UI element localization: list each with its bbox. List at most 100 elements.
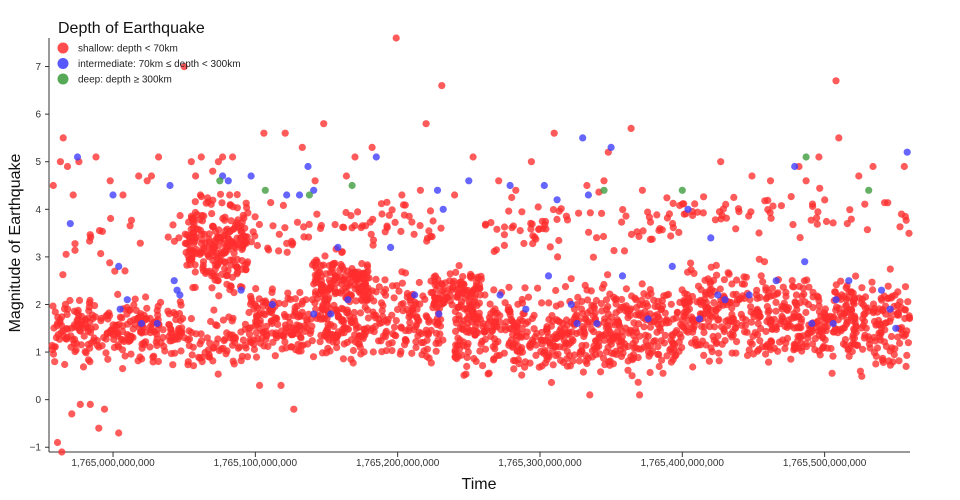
shallow-point bbox=[740, 273, 748, 281]
shallow-point bbox=[627, 353, 635, 361]
shallow-point bbox=[305, 220, 313, 228]
shallow-point bbox=[491, 345, 499, 353]
shallow-point bbox=[703, 304, 712, 312]
shallow-point bbox=[405, 212, 413, 220]
shallow-point bbox=[552, 330, 560, 339]
shallow-point bbox=[283, 239, 291, 247]
shallow-point bbox=[687, 259, 695, 267]
shallow-point bbox=[393, 305, 402, 314]
shallow-point bbox=[313, 210, 321, 218]
shallow-point bbox=[724, 316, 732, 324]
shallow-point bbox=[364, 314, 372, 322]
shallow-point bbox=[535, 225, 543, 233]
shallow-point bbox=[368, 287, 376, 295]
shallow-point bbox=[349, 346, 357, 355]
shallow-point bbox=[538, 217, 546, 225]
shallow-point bbox=[689, 315, 697, 323]
shallow-point bbox=[171, 335, 179, 343]
shallow-point bbox=[176, 298, 184, 306]
intermediate-point bbox=[845, 277, 853, 285]
shallow-point bbox=[550, 129, 558, 137]
shallow-point bbox=[734, 205, 743, 213]
shallow-point bbox=[154, 357, 162, 366]
shallow-point bbox=[290, 405, 298, 413]
intermediate-point bbox=[506, 181, 514, 190]
shallow-point bbox=[668, 331, 676, 339]
shallow-point bbox=[557, 300, 565, 308]
shallow-point bbox=[375, 283, 383, 291]
shallow-point bbox=[146, 343, 154, 351]
shallow-point bbox=[305, 233, 313, 241]
shallow-point bbox=[481, 345, 490, 353]
shallow-point bbox=[419, 292, 427, 300]
shallow-point bbox=[549, 317, 557, 325]
shallow-point bbox=[115, 320, 123, 329]
shallow-point bbox=[311, 262, 319, 270]
shallow-point bbox=[784, 321, 792, 329]
legend-swatch bbox=[57, 73, 69, 85]
shallow-point bbox=[706, 323, 714, 331]
x-axis-title: Time bbox=[462, 476, 497, 493]
shallow-point bbox=[213, 262, 221, 270]
shallow-point bbox=[552, 286, 560, 295]
intermediate-point bbox=[310, 186, 318, 194]
shallow-point bbox=[475, 299, 483, 307]
shallow-point bbox=[133, 315, 141, 323]
shallow-point bbox=[618, 218, 626, 226]
shallow-point bbox=[796, 299, 804, 307]
shallow-point bbox=[654, 343, 662, 351]
shallow-point bbox=[656, 324, 664, 332]
shallow-point bbox=[759, 278, 767, 286]
shallow-point bbox=[385, 211, 393, 219]
shallow-point bbox=[298, 300, 306, 308]
shallow-point bbox=[213, 322, 221, 330]
shallow-point bbox=[556, 343, 564, 351]
shallow-point bbox=[760, 258, 769, 266]
shallow-point bbox=[252, 285, 260, 293]
shallow-point bbox=[663, 214, 672, 222]
shallow-point bbox=[123, 303, 131, 312]
shallow-point bbox=[632, 328, 641, 336]
shallow-point bbox=[628, 372, 636, 380]
legend-swatch bbox=[57, 42, 69, 54]
y-tick-label: 3 bbox=[35, 252, 41, 263]
shallow-point bbox=[822, 327, 830, 335]
shallow-point bbox=[843, 318, 852, 327]
shallow-point bbox=[490, 247, 498, 256]
intermediate-point bbox=[137, 319, 146, 328]
shallow-point bbox=[555, 236, 563, 245]
shallow-point bbox=[526, 359, 534, 367]
intermediate-point bbox=[304, 162, 312, 171]
shallow-point bbox=[333, 344, 341, 352]
shallow-point bbox=[811, 346, 819, 354]
shallow-point bbox=[62, 250, 70, 258]
shallow-point bbox=[320, 120, 328, 128]
x-tick-label: 1,765,000,000,000 bbox=[71, 458, 155, 469]
x-axis-ticks: 1,765,000,000,000 1,765,100,000,000 1,765,… bbox=[71, 452, 867, 469]
intermediate-point bbox=[387, 243, 395, 251]
shallow-point bbox=[688, 323, 696, 331]
shallow-point bbox=[562, 212, 571, 220]
shallow-point bbox=[427, 359, 435, 367]
shallow-point bbox=[772, 324, 780, 332]
shallow-point bbox=[198, 217, 207, 225]
shallow-point bbox=[827, 344, 835, 353]
shallow-point bbox=[342, 172, 350, 180]
shallow-point bbox=[715, 349, 723, 357]
shallow-point bbox=[196, 250, 204, 258]
shallow-point bbox=[553, 215, 561, 223]
shallow-point bbox=[728, 333, 736, 341]
shallow-point bbox=[256, 381, 264, 389]
shallow-point bbox=[832, 77, 840, 85]
shallow-point bbox=[97, 314, 105, 322]
shallow-point bbox=[556, 318, 564, 326]
shallow-point bbox=[338, 304, 346, 312]
shallow-point bbox=[379, 312, 387, 321]
shallow-point bbox=[253, 241, 261, 250]
shallow-point bbox=[291, 295, 299, 303]
shallow-point bbox=[153, 306, 161, 315]
shallow-point bbox=[545, 351, 553, 359]
shallow-point bbox=[357, 350, 365, 358]
shallow-point bbox=[210, 306, 218, 314]
shallow-point bbox=[449, 279, 457, 287]
